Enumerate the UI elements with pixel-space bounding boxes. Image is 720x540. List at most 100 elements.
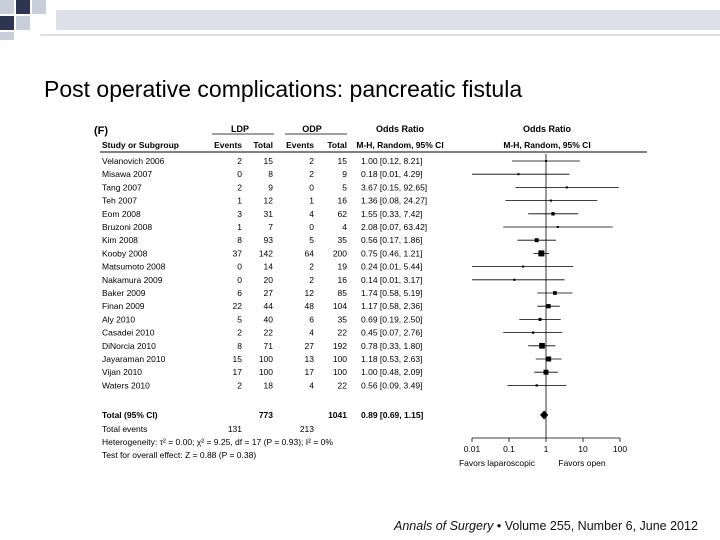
point-estimate — [522, 265, 525, 268]
deco-square — [32, 0, 46, 14]
events-odp: 48 — [305, 301, 315, 311]
top-decoration-line — [40, 34, 720, 36]
point-estimate — [551, 212, 555, 216]
events-ldp: 1 — [237, 196, 242, 206]
study-name: Misawa 2007 — [102, 169, 152, 179]
events-odp: 2 — [309, 156, 314, 166]
header-or-method-left: M-H, Random, 95% CI — [356, 140, 443, 150]
point-estimate — [538, 317, 542, 321]
study-name: Bruzoni 2008 — [102, 222, 152, 232]
citation-separator: • — [496, 519, 502, 533]
events-odp: 4 — [309, 380, 314, 390]
events-ldp: 0 — [237, 169, 242, 179]
header-or-method-right: M-H, Random, 95% CI — [503, 140, 590, 150]
deco-square — [0, 0, 14, 14]
events-ldp: 37 — [233, 248, 243, 258]
events-odp: 2 — [309, 262, 314, 272]
x-tick-label: 0.01 — [464, 444, 481, 454]
odds-ratio-ci: 0.56 [0.09, 3.49] — [361, 380, 422, 390]
point-estimate — [553, 291, 557, 295]
study-name: Waters 2010 — [102, 380, 150, 390]
events-odp: 27 — [305, 341, 315, 351]
odds-ratio-ci: 1.18 [0.53, 2.63] — [361, 354, 422, 364]
point-estimate — [513, 278, 516, 281]
point-estimate — [546, 304, 551, 309]
events-ldp: 0 — [237, 262, 242, 272]
total-ldp: 14 — [264, 262, 274, 272]
forest-plot: (F) LDP ODP Odds Ratio Odds Ratio Study … — [94, 124, 647, 468]
overall-effect-text: Test for overall effect: Z = 0.88 (P = 0… — [102, 450, 256, 460]
events-ldp: 5 — [237, 314, 242, 324]
total-odp: 35 — [338, 235, 348, 245]
total-events-label: Total events — [102, 424, 147, 434]
events-odp: 17 — [305, 367, 315, 377]
header-ldp: LDP — [231, 124, 249, 134]
total-ldp: 31 — [264, 209, 274, 219]
odds-ratio-ci: 0.69 [0.19, 2.50] — [361, 314, 422, 324]
study-name: Finan 2009 — [102, 301, 145, 311]
total-ldp: 71 — [264, 341, 274, 351]
total-ldp: 18 — [264, 380, 274, 390]
point-estimate — [546, 356, 552, 362]
events-odp: 0 — [309, 182, 314, 192]
events-odp: 13 — [305, 354, 315, 364]
total-ldp: 93 — [264, 235, 274, 245]
events-odp: 5 — [309, 235, 314, 245]
total-n-odp: 1041 — [328, 410, 347, 420]
odds-ratio-ci: 0.14 [0.01, 3.17] — [361, 275, 422, 285]
x-tick-label: 1 — [544, 444, 549, 454]
deco-square — [0, 16, 14, 30]
study-name: Jayaraman 2010 — [102, 354, 166, 364]
total-ci: 0.89 [0.69, 1.15] — [361, 410, 424, 420]
header-total-ldp: Total — [253, 140, 273, 150]
deco-square — [16, 16, 30, 30]
deco-square — [16, 0, 30, 14]
odds-ratio-ci: 1.00 [0.48, 2.09] — [361, 367, 422, 377]
total-odp: 5 — [342, 182, 347, 192]
events-ldp: 3 — [237, 209, 242, 219]
total-ldp: 8 — [268, 169, 273, 179]
total-odp: 100 — [333, 354, 347, 364]
citation-details: Volume 255, Number 6, June 2012 — [504, 519, 698, 533]
events-odp: 1 — [309, 196, 314, 206]
events-ldp: 15 — [233, 354, 243, 364]
header-or-title-left: Odds Ratio — [376, 124, 425, 134]
study-name: Matsumoto 2008 — [102, 262, 166, 272]
total-odp: 22 — [338, 328, 348, 338]
total-ldp: 27 — [264, 288, 274, 298]
events-ldp: 8 — [237, 341, 242, 351]
corner-decoration — [0, 0, 60, 40]
events-ldp: 0 — [237, 275, 242, 285]
events-ldp: 1 — [237, 222, 242, 232]
events-odp: 6 — [309, 314, 314, 324]
odds-ratio-ci: 2.08 [0.07, 63.42] — [361, 222, 427, 232]
point-estimate — [532, 331, 535, 334]
events-odp: 64 — [305, 248, 315, 258]
citation: Annals of Surgery • Volume 255, Number 6… — [394, 519, 698, 533]
odds-ratio-ci: 0.75 [0.46, 1.21] — [361, 248, 422, 258]
odds-ratio-ci: 1.55 [0.33, 7.42] — [361, 209, 422, 219]
total-odp: 100 — [333, 367, 347, 377]
point-estimate — [549, 199, 552, 202]
total-events-ldp: 131 — [228, 424, 242, 434]
events-odp: 0 — [309, 222, 314, 232]
total-ldp: 40 — [264, 314, 274, 324]
total-events-odp: 213 — [300, 424, 314, 434]
total-odp: 16 — [338, 275, 348, 285]
total-ldp: 142 — [259, 248, 273, 258]
top-decoration-bar — [56, 10, 720, 30]
study-name: Kim 2008 — [102, 235, 138, 245]
point-estimate — [556, 226, 559, 228]
study-name: DiNorcia 2010 — [102, 341, 156, 351]
total-odp: 85 — [338, 288, 348, 298]
total-ldp: 20 — [264, 275, 274, 285]
odds-ratio-ci: 0.24 [0.01, 5.44] — [361, 262, 422, 272]
favours-left-label: Favors laparoscopic — [459, 458, 536, 468]
odds-ratio-ci: 0.78 [0.33, 1.80] — [361, 341, 422, 351]
odds-ratio-ci: 0.45 [0.07, 2.76] — [361, 328, 422, 338]
total-ldp: 44 — [264, 301, 274, 311]
events-odp: 2 — [309, 169, 314, 179]
total-ldp: 12 — [264, 196, 274, 206]
panel-label: (F) — [94, 125, 108, 137]
total-ldp: 100 — [259, 367, 273, 377]
